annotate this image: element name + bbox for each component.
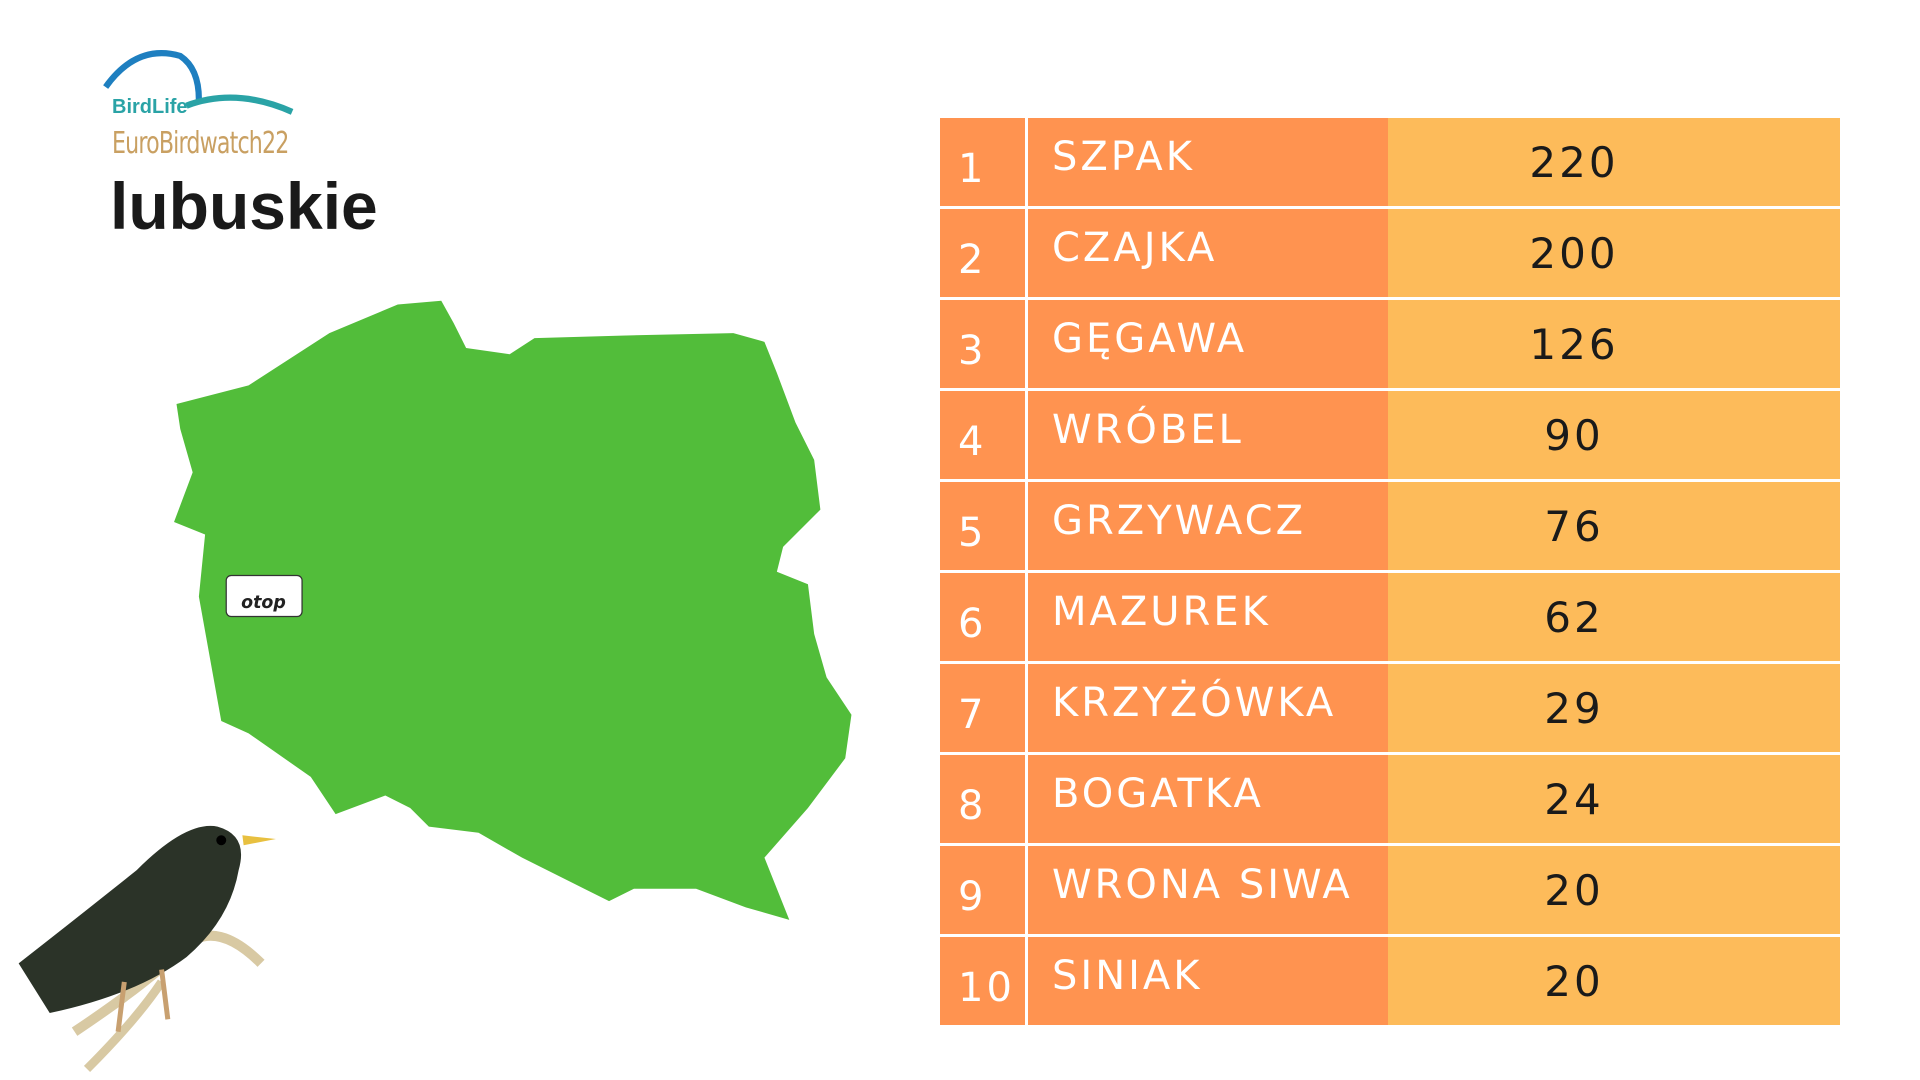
- logo-arc: [103, 50, 202, 100]
- table-row: 6 MAZUREK 62: [940, 573, 1840, 661]
- title: lubuskie: [110, 169, 378, 243]
- count-cell: 20: [1388, 846, 1840, 934]
- ranking-table: 1 SZPAK 220 2 CZAJKA 200 3 GĘGAWA 126 4 WRÓBEL 90 5 G…: [940, 118, 1840, 1028]
- table-row: 5 GRZYWACZ 76: [940, 482, 1840, 570]
- table-row: 9 WRONA SIWA 20: [940, 846, 1840, 934]
- count-cell: 90: [1388, 391, 1840, 479]
- count-cell: 20: [1388, 937, 1840, 1025]
- logo-brand: BirdLife: [112, 96, 188, 118]
- name-cell: WRONA SIWA: [1028, 846, 1388, 934]
- name-cell: KRZYŻÓWKA: [1028, 664, 1388, 752]
- rank-cell: 3: [940, 300, 1025, 388]
- rank-cell: 9: [940, 846, 1025, 934]
- count-cell: 62: [1388, 573, 1840, 661]
- marker-text: otop: [241, 593, 286, 613]
- name-cell: MAZUREK: [1028, 573, 1388, 661]
- name-cell: SINIAK: [1028, 937, 1388, 1025]
- table-row: 3 GĘGAWA 126: [940, 300, 1840, 388]
- rank-cell: 5: [940, 482, 1025, 570]
- table-row: 2 CZAJKA 200: [940, 209, 1840, 297]
- name-cell: SZPAK: [1028, 118, 1388, 206]
- rank-cell: 8: [940, 755, 1025, 843]
- count-cell: 76: [1388, 482, 1840, 570]
- logo-event: EuroBirdwatch22: [112, 126, 289, 161]
- rank-cell: 6: [940, 573, 1025, 661]
- count-cell: 29: [1388, 664, 1840, 752]
- table-row: 10 SINIAK 20: [940, 937, 1840, 1025]
- name-cell: WRÓBEL: [1028, 391, 1388, 479]
- name-cell: GĘGAWA: [1028, 300, 1388, 388]
- count-cell: 24: [1388, 755, 1840, 843]
- rank-cell: 2: [940, 209, 1025, 297]
- count-cell: 126: [1388, 300, 1840, 388]
- map-poland: [174, 300, 852, 920]
- count-cell: 200: [1388, 209, 1840, 297]
- table-row: 8 BOGATKA 24: [940, 755, 1840, 843]
- marker-badge: [225, 574, 303, 618]
- table-row: 4 WRÓBEL 90: [940, 391, 1840, 479]
- name-cell: CZAJKA: [1028, 209, 1388, 297]
- count-cell: 220: [1388, 118, 1840, 206]
- rank-cell: 7: [940, 664, 1025, 752]
- table-row: 1 SZPAK 220: [940, 118, 1840, 206]
- name-cell: GRZYWACZ: [1028, 482, 1388, 570]
- rank-cell: 10: [940, 937, 1025, 1025]
- starling: [18, 825, 276, 1073]
- name-cell: BOGATKA: [1028, 755, 1388, 843]
- logo-arc: [185, 94, 294, 115]
- table-row: 7 KRZYŻÓWKA 29: [940, 664, 1840, 752]
- rank-cell: 1: [940, 118, 1025, 206]
- rank-cell: 4: [940, 391, 1025, 479]
